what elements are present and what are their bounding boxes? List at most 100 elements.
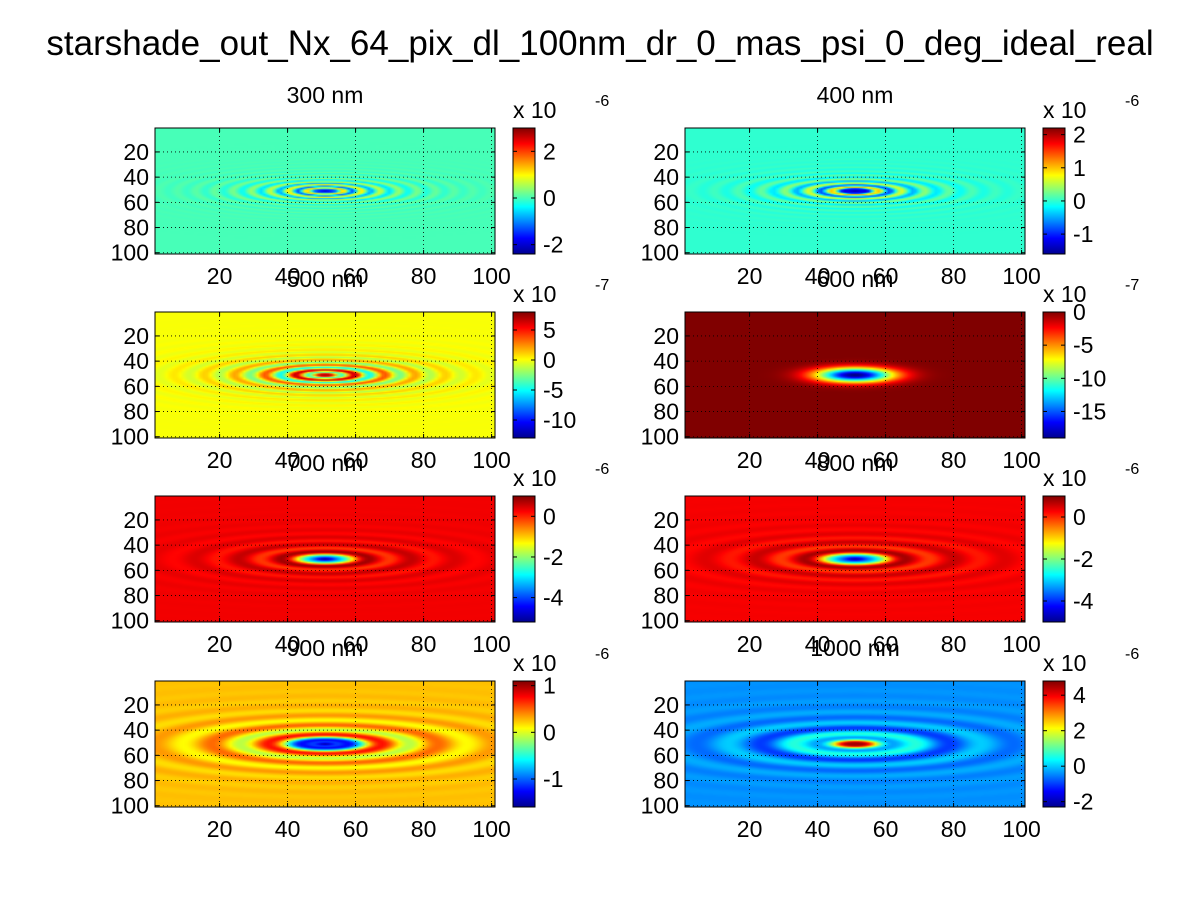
y-tick-label: 60 — [653, 189, 679, 215]
colorbar: -4 -2 0 x 10 -6 — [1042, 461, 1139, 623]
x-tick-label: 100 — [1002, 631, 1040, 657]
y-tick-label: 100 — [641, 608, 679, 634]
colorbar-tick-label: -5 — [1073, 332, 1093, 358]
heatmap-image — [155, 128, 495, 254]
colorbar-tick-label: -1 — [1073, 221, 1093, 247]
x-tick-label: 40 — [805, 447, 831, 473]
x-tick-label: 60 — [343, 631, 369, 657]
colorbar-tick-label: 0 — [1073, 504, 1086, 530]
colorbar-tick-label: 2 — [1073, 122, 1086, 148]
colorbar-exponent-power: -6 — [1125, 93, 1139, 110]
colorbar-exponent: x 10 — [1043, 650, 1086, 676]
y-tick-label: 20 — [123, 323, 149, 349]
x-tick-label: 100 — [472, 447, 510, 473]
axes-frame — [154, 311, 496, 439]
colorbar-exponent-power: -7 — [1125, 277, 1139, 294]
colorbar-tick-label: -10 — [1073, 365, 1106, 391]
x-tick-label: 100 — [472, 263, 510, 289]
subplot-title: 300 nm — [287, 82, 364, 108]
y-tick-label: 80 — [123, 399, 149, 425]
subplot-title: 900 nm — [287, 635, 364, 661]
colorbar-tick-label: -4 — [1073, 588, 1094, 614]
colorbar-gradient — [1042, 311, 1066, 439]
colorbar-tick-label: 0 — [543, 719, 556, 745]
x-tick-label: 80 — [411, 447, 437, 473]
heatmap-image — [155, 681, 495, 807]
colorbar-gradient — [512, 127, 536, 255]
axes-frame — [684, 127, 1026, 255]
colorbar: -1 0 1 2x 10 -6 — [1042, 93, 1139, 255]
y-tick-label: 100 — [641, 424, 679, 450]
y-tick-label: 60 — [123, 189, 149, 215]
colorbar-tick-label: -2 — [543, 544, 563, 570]
colorbar-exponent-power: -6 — [1125, 461, 1139, 478]
heatmap-image — [155, 496, 495, 622]
subplot-title: 1000 nm — [810, 635, 900, 661]
x-tick-label: 80 — [941, 631, 967, 657]
x-tick-label: 100 — [472, 631, 510, 657]
x-tick-label: 60 — [873, 263, 899, 289]
y-tick-label: 40 — [123, 532, 149, 558]
x-tick-label: 80 — [941, 447, 967, 473]
y-tick-label: 20 — [653, 692, 679, 718]
colorbar-tick-label: 0 — [543, 503, 556, 529]
x-tick-label: 20 — [737, 447, 763, 473]
x-tick-label: 60 — [873, 631, 899, 657]
colorbar-tick-label: 4 — [1073, 682, 1086, 708]
y-tick-label: 40 — [653, 348, 679, 374]
y-tick-label: 60 — [653, 557, 679, 583]
colorbar-gradient — [512, 680, 536, 808]
x-tick-label: 40 — [275, 447, 301, 473]
x-tick-label: 40 — [805, 263, 831, 289]
colorbar-tick-label: 0 — [543, 347, 556, 373]
y-tick-label: 60 — [653, 373, 679, 399]
colorbar-tick-label: -15 — [1073, 398, 1106, 424]
y-tick-label: 40 — [653, 717, 679, 743]
y-tick-label: 60 — [123, 742, 149, 768]
y-tick-label: 60 — [653, 742, 679, 768]
x-tick-label: 60 — [873, 816, 899, 842]
colorbar-tick-label: -2 — [543, 232, 563, 258]
axes-frame — [154, 127, 496, 255]
colorbar-exponent-power: -6 — [595, 461, 609, 478]
colorbar-tick-label: -5 — [543, 377, 563, 403]
colorbar-exponent: x 10 — [513, 465, 556, 491]
x-tick-label: 60 — [343, 263, 369, 289]
y-tick-label: 20 — [123, 139, 149, 165]
x-tick-label: 80 — [941, 816, 967, 842]
x-tick-label: 40 — [275, 631, 301, 657]
colorbar-tick-label: -10 — [543, 407, 576, 433]
y-tick-label: 100 — [111, 608, 149, 634]
colorbar: -1 0 1x 10 -6 — [512, 646, 609, 808]
figure-title-holder: starshade_out_Nx_64_pix_dl_100nm_dr_0_ma… — [0, 22, 1200, 72]
x-tick-label: 20 — [207, 631, 233, 657]
y-tick-label: 20 — [653, 323, 679, 349]
figure-title: starshade_out_Nx_64_pix_dl_100nm_dr_0_ma… — [46, 24, 1154, 63]
axes-frame — [684, 311, 1026, 439]
x-tick-label: 20 — [207, 263, 233, 289]
x-tick-label: 100 — [1002, 816, 1040, 842]
x-tick-label: 100 — [472, 816, 510, 842]
y-tick-label: 100 — [641, 793, 679, 819]
y-tick-label: 100 — [641, 240, 679, 266]
x-tick-label: 40 — [805, 816, 831, 842]
colorbar-tick-label: 2 — [543, 138, 556, 164]
y-tick-label: 40 — [653, 164, 679, 190]
colorbar-exponent: x 10 — [513, 97, 556, 123]
y-tick-label: 40 — [123, 348, 149, 374]
x-tick-label: 60 — [873, 447, 899, 473]
x-tick-label: 20 — [737, 631, 763, 657]
x-tick-label: 80 — [411, 816, 437, 842]
colorbar-tick-label: 5 — [543, 317, 556, 343]
y-tick-label: 80 — [653, 399, 679, 425]
colorbar-tick-label: -1 — [543, 766, 563, 792]
colorbar-tick-label: 0 — [1073, 299, 1086, 325]
